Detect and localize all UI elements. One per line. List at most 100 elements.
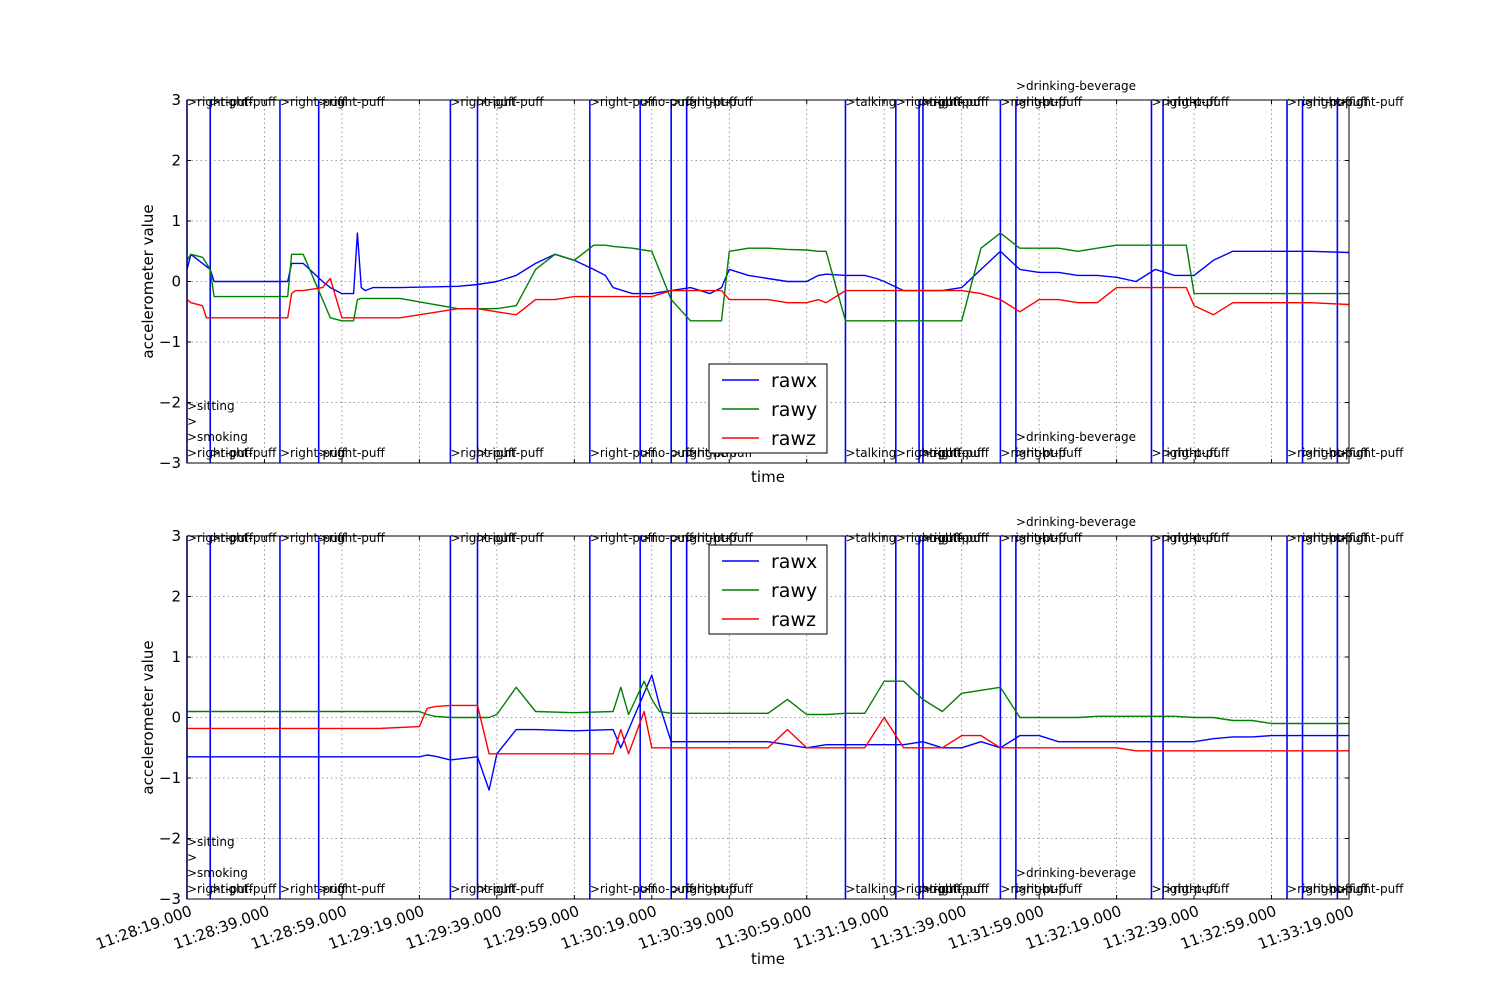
- annotation-label-bottom: >right-puff: [319, 882, 386, 896]
- annotation-lines: [186, 100, 1339, 463]
- annotation-label-bottom: >right-puff: [1016, 882, 1083, 896]
- annotation-label-bottom: >right-puff: [1151, 446, 1218, 460]
- y-tick-label: 2: [171, 588, 181, 606]
- annotation-label-top: >right-puff: [1287, 95, 1354, 109]
- annotation-label-top: >no-puff: [640, 95, 694, 109]
- annotation-label-bottom: >right-puff: [671, 882, 738, 896]
- annotation-label-top: >right-puff: [1337, 531, 1404, 545]
- annotation-label-above: >drinking-beverage: [1016, 515, 1136, 529]
- series-line-rawz: [186, 277, 1350, 319]
- annotation-label-bottom: >right-puff: [478, 446, 545, 460]
- annotation-labels: >right-puff>right-puff>sitting>>smoking>…: [187, 79, 1404, 460]
- annotation-label-top: >right-puff: [590, 531, 657, 545]
- annotation-label-top: >talking: [845, 531, 896, 545]
- series-line-rawy: [187, 680, 1349, 725]
- annotation-label-bottom: >right-puff: [1287, 882, 1354, 896]
- series-line-rawx: [187, 674, 1349, 791]
- annotation-label-top: >right-puff: [478, 531, 545, 545]
- annotation-label-top: >right-puff: [280, 95, 347, 109]
- annotation-label-top: >right-puff: [919, 531, 986, 545]
- annotation-label-top: >right-puff: [1016, 531, 1083, 545]
- annotation-label-bottom: >right-puff: [1303, 882, 1370, 896]
- annotation-label-bottom: >right-puff: [923, 882, 990, 896]
- legend-label-rawy: rawy: [771, 399, 817, 421]
- annotation-label-bottom: >talking: [845, 446, 896, 460]
- annotation-label-bottom: >right-puff: [1163, 446, 1230, 460]
- y-tick-label: −3: [159, 454, 181, 472]
- annotation-label-bottom: >right-puff: [319, 446, 386, 460]
- annotation-label-bottom: >right-puff: [450, 446, 517, 460]
- y-tick-label: 1: [171, 648, 181, 666]
- annotation-label-bottom: >right-puff: [1163, 882, 1230, 896]
- annotation-label-top: >right-puff: [1163, 95, 1230, 109]
- annotation-label-top: >right-puff: [896, 531, 963, 545]
- annotation-label-bottom: >right-puff: [896, 446, 963, 460]
- annotation-label-bottom: >right-puff: [896, 882, 963, 896]
- series-group: [186, 232, 1350, 322]
- annotation-label-bottom: >right-puff: [1287, 446, 1354, 460]
- annotation-label-stack: >sitting: [187, 399, 235, 413]
- annotation-label-top: >right-puff: [1151, 531, 1218, 545]
- y-tick-label: 0: [171, 273, 181, 291]
- annotation-label-bottom: >no-puff: [640, 882, 694, 896]
- annotation-label-top: >right-puff: [450, 531, 517, 545]
- annotation-label-bottom: >no-puff: [640, 446, 694, 460]
- annotation-label-top: >right-puff: [1000, 531, 1067, 545]
- y-axis: 3 2 1 0 −1 −2 −3: [159, 91, 1349, 472]
- annotation-label-stack: >: [187, 851, 197, 865]
- annotation-label-top: >right-puff: [1287, 531, 1354, 545]
- annotation-label-bottom: >right-puff: [187, 446, 254, 460]
- top-panel: >right-puff>right-puff>sitting>>smoking>…: [139, 79, 1404, 486]
- annotation-label-bottom: >right-puff: [280, 882, 347, 896]
- annotation-label-top: >right-puff: [687, 95, 754, 109]
- annotation-label-top: >right-puff: [319, 531, 386, 545]
- y-axis-label: accelerometer value: [139, 640, 157, 794]
- annotation-label-bottom: >right-puff: [210, 446, 277, 460]
- annotation-label-top: >right-puff: [319, 95, 386, 109]
- annotation-label-top: >right-puff: [1303, 531, 1370, 545]
- annotation-label-top: >right-puff: [210, 531, 277, 545]
- annotation-label-bottom: >right-puff: [1000, 882, 1067, 896]
- annotation-label-above: >drinking-beverage: [1016, 79, 1136, 93]
- annotation-label-top: >right-puff: [590, 95, 657, 109]
- y-tick-label: 1: [171, 212, 181, 230]
- annotation-label-top: >right-puff: [1303, 95, 1370, 109]
- series-line-rawy: [186, 232, 1349, 322]
- annotation-label-top: >right-puff: [919, 95, 986, 109]
- legend-label-rawx: rawx: [771, 370, 817, 392]
- y-tick-label: −1: [159, 769, 181, 787]
- annotation-label-bottom: >right-puff: [1303, 446, 1370, 460]
- annotation-label-bottom: >right-puff: [1000, 446, 1067, 460]
- annotation-label-top: >right-puff: [478, 95, 545, 109]
- annotation-label-top: >right-puff: [1163, 531, 1230, 545]
- annotation-label-bottom: >right-puff: [478, 882, 545, 896]
- y-tick-label: 3: [171, 91, 181, 109]
- annotation-label-bottom: >right-puff: [1337, 446, 1404, 460]
- x-axis-label: time: [751, 468, 785, 486]
- annotation-label-lower: >drinking-beverage: [1016, 866, 1136, 880]
- annotation-label-top: >right-puff: [1151, 95, 1218, 109]
- annotation-label-stack: >: [187, 415, 197, 429]
- annotation-label-top: >right-puff: [280, 531, 347, 545]
- annotation-label-top: >right-puff: [187, 531, 254, 545]
- annotation-label-bottom: >right-puff: [919, 882, 986, 896]
- annotation-labels: >right-puff>right-puff>sitting>>smoking>…: [187, 515, 1404, 896]
- annotation-label-stack: >smoking: [187, 866, 248, 880]
- annotation-label-top: >right-puff: [687, 531, 754, 545]
- series-line-rawx: [186, 232, 1350, 295]
- legend: rawx rawy rawz: [708, 363, 828, 454]
- annotation-label-bottom: >right-puff: [187, 882, 254, 896]
- legend: rawx rawy rawz: [708, 544, 828, 635]
- annotation-label-stack: >smoking: [187, 430, 248, 444]
- annotation-label-top: >right-puff: [187, 95, 254, 109]
- legend-label-rawx: rawx: [771, 551, 817, 573]
- y-axis: 3 2 1 0 −1 −2 −3: [159, 527, 1349, 908]
- y-tick-label: 0: [171, 709, 181, 727]
- annotation-label-top: >right-puff: [671, 531, 738, 545]
- annotation-label-top: >right-puff: [1000, 95, 1067, 109]
- y-tick-label: −2: [159, 394, 181, 412]
- x-axis: [186, 100, 1350, 463]
- series-line-rawz: [187, 704, 1349, 755]
- annotation-label-bottom: >talking: [845, 882, 896, 896]
- y-tick-label: 3: [171, 527, 181, 545]
